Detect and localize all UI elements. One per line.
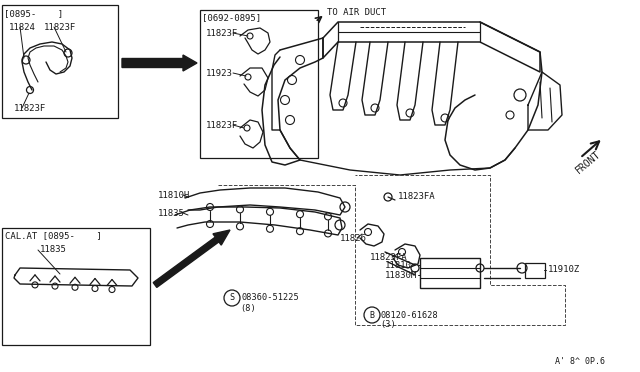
Circle shape (224, 290, 240, 306)
Text: 08120-61628: 08120-61628 (381, 311, 439, 320)
Text: 11823FA: 11823FA (398, 192, 436, 201)
Text: FRONT: FRONT (574, 149, 603, 175)
Text: TO AIR DUCT: TO AIR DUCT (327, 7, 386, 16)
Text: 08360-51225: 08360-51225 (241, 294, 299, 302)
Text: 11810H: 11810H (158, 190, 190, 199)
Text: 11830M: 11830M (385, 270, 417, 279)
Circle shape (364, 307, 380, 323)
Text: 11810: 11810 (385, 260, 412, 269)
Text: [0692-0895]: [0692-0895] (202, 13, 261, 22)
Text: 11823F: 11823F (206, 121, 238, 129)
Text: 11824: 11824 (9, 22, 36, 32)
FancyArrow shape (122, 55, 197, 71)
Text: 11910Z: 11910Z (548, 266, 580, 275)
Text: 11823F: 11823F (206, 29, 238, 38)
Text: 11835: 11835 (158, 208, 185, 218)
FancyArrow shape (153, 230, 230, 288)
Bar (525, 263, 545, 278)
Text: 11923: 11923 (206, 68, 233, 77)
Text: B: B (369, 311, 374, 320)
Text: 11835: 11835 (40, 246, 67, 254)
Bar (420, 258, 480, 288)
Text: 11823F: 11823F (44, 22, 76, 32)
Text: 11823F: 11823F (14, 103, 46, 112)
Text: S: S (230, 294, 234, 302)
Text: (8): (8) (240, 304, 256, 312)
Text: A' 8^ 0P.6: A' 8^ 0P.6 (555, 357, 605, 366)
Bar (2, 228, 150, 345)
Text: 11823FA: 11823FA (370, 253, 408, 262)
Bar (2, 5, 118, 118)
Text: (3): (3) (380, 321, 396, 330)
Text: 11826: 11826 (340, 234, 367, 243)
Text: [0895-    ]: [0895- ] (4, 10, 63, 19)
Text: CAL.AT [0895-    ]: CAL.AT [0895- ] (5, 231, 102, 241)
Bar (200, 10, 318, 158)
